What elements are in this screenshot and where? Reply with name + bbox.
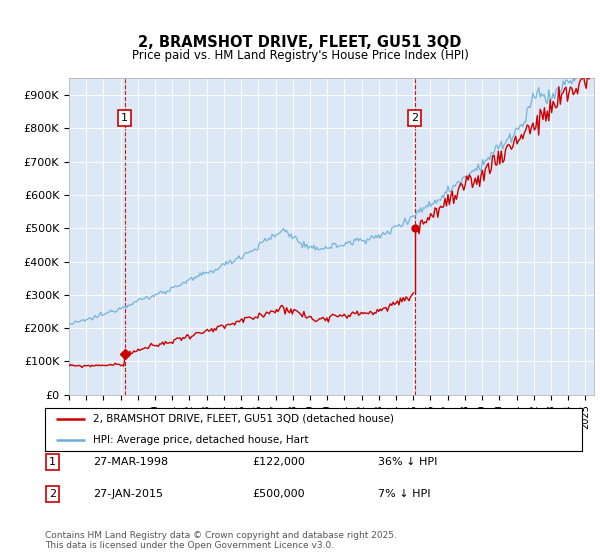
Text: 27-JAN-2015: 27-JAN-2015 (93, 489, 163, 499)
Text: Contains HM Land Registry data © Crown copyright and database right 2025.
This d: Contains HM Land Registry data © Crown c… (45, 530, 397, 550)
Text: 2: 2 (49, 489, 56, 499)
Text: 2, BRAMSHOT DRIVE, FLEET, GU51 3QD: 2, BRAMSHOT DRIVE, FLEET, GU51 3QD (139, 35, 461, 50)
Text: 1: 1 (49, 457, 56, 467)
Text: 2, BRAMSHOT DRIVE, FLEET, GU51 3QD (detached house): 2, BRAMSHOT DRIVE, FLEET, GU51 3QD (deta… (94, 414, 394, 424)
Text: £122,000: £122,000 (252, 457, 305, 467)
Text: 7% ↓ HPI: 7% ↓ HPI (378, 489, 431, 499)
Text: 36% ↓ HPI: 36% ↓ HPI (378, 457, 437, 467)
Text: 2: 2 (411, 113, 418, 123)
Text: £500,000: £500,000 (252, 489, 305, 499)
Text: HPI: Average price, detached house, Hart: HPI: Average price, detached house, Hart (94, 435, 309, 445)
Text: Price paid vs. HM Land Registry's House Price Index (HPI): Price paid vs. HM Land Registry's House … (131, 49, 469, 62)
Text: 27-MAR-1998: 27-MAR-1998 (93, 457, 168, 467)
Text: 1: 1 (121, 113, 128, 123)
